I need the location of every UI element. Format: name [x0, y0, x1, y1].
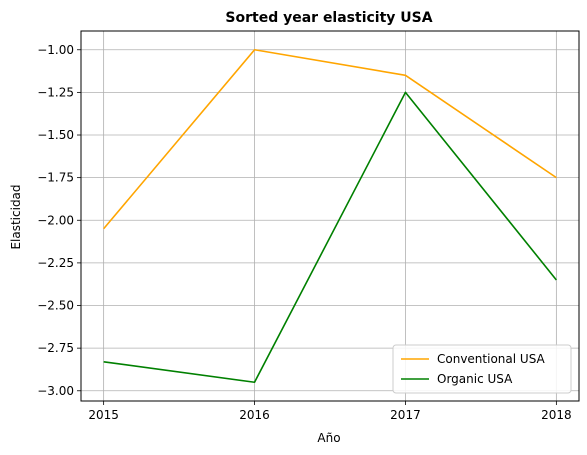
y-tick-label: −2.75 — [37, 341, 74, 355]
series-line-2 — [103, 91, 557, 384]
y-tick-label: −2.00 — [37, 213, 74, 227]
y-axis-label: Elasticidad — [9, 184, 23, 249]
y-tick-label: −3.00 — [37, 384, 74, 398]
x-axis: 2015 2016 2017 2018 — [88, 401, 572, 422]
x-tick-label: 2018 — [541, 408, 572, 422]
plot-frame — [80, 30, 580, 402]
x-axis-label: Año — [317, 431, 340, 445]
y-tick-label: −1.00 — [37, 43, 74, 57]
y-tick-label: −1.75 — [37, 171, 74, 185]
x-tick-label: 2016 — [239, 408, 270, 422]
legend-box — [392, 344, 572, 394]
y-tick-label: −2.25 — [37, 256, 74, 270]
legend-label: Conventional USA — [437, 352, 546, 366]
series-lines — [103, 48, 557, 384]
y-axis: −1.00 −1.25 −1.50 −1.75 −2.00 −2.25 −2.50 −2.75… — [37, 43, 81, 398]
y-tick-label: −1.25 — [37, 85, 74, 99]
y-tick-label: −1.50 — [37, 128, 74, 142]
legend-label: Organic USA — [437, 372, 513, 386]
chart-title: Sorted year elasticity USA — [225, 10, 432, 26]
y-tick-label: −2.50 — [37, 299, 74, 313]
x-tick-label: 2015 — [88, 408, 119, 422]
x-tick-label: 2017 — [390, 408, 421, 422]
legend: Conventional USA Organic USA — [392, 344, 572, 394]
series-line-1 — [103, 48, 557, 230]
